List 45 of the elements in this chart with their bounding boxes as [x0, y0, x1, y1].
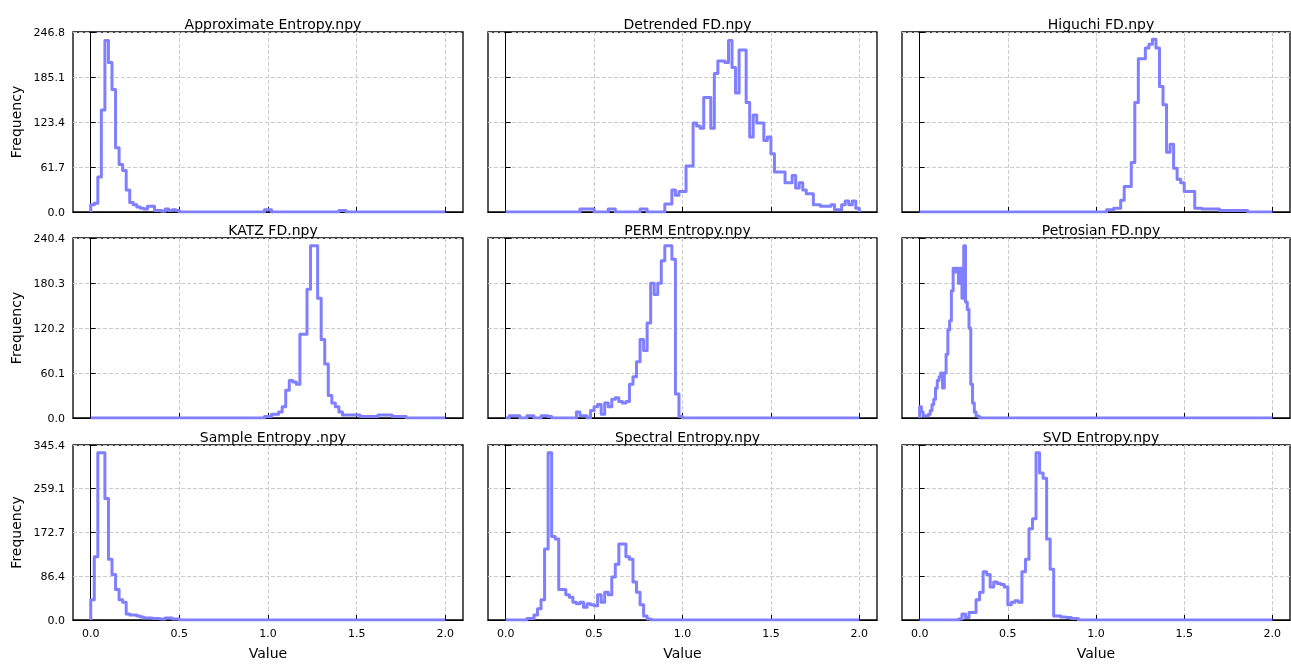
chart-title: Higuchi FD.npy: [1047, 16, 1155, 32]
y-tick-label: 246.8: [33, 25, 65, 39]
y-tick-label: 240.4: [33, 231, 65, 245]
chart-title: Approximate Entropy.npy: [184, 16, 362, 32]
y-tick-label: 0.0: [47, 411, 65, 425]
chart-title: KATZ FD.npy: [228, 222, 318, 238]
chart-title: Petrosian FD.npy: [1041, 222, 1161, 238]
chart-title: Sample Entropy .npy: [199, 429, 347, 445]
y-tick-label: 120.2: [33, 321, 65, 335]
x-tick-label: 1.0: [673, 627, 692, 640]
chart-title: PERM Entropy.npy: [624, 222, 751, 238]
y-tick-label: 345.4: [33, 438, 65, 452]
y-tick-label: 123.4: [33, 115, 65, 129]
x-tick-label: 0.5: [170, 627, 189, 640]
y-axis-title: Frequency: [7, 496, 24, 569]
x-tick-label: 0.5: [999, 627, 1017, 640]
y-axis-title: Frequency: [7, 85, 24, 159]
x-tick-label: 0.0: [496, 627, 515, 640]
y-tick-label: 172.7: [33, 526, 65, 539]
x-tick-label: 2.0: [436, 627, 455, 640]
y-tick-label: 185.1: [33, 70, 65, 84]
x-axis-title: Value: [1076, 645, 1116, 661]
x-tick-label: 2.0: [1263, 627, 1282, 640]
x-tick-label: 1.5: [1175, 627, 1193, 640]
y-axis-title: Frequency: [7, 291, 24, 365]
x-axis-title: Value: [248, 645, 288, 661]
x-tick-label: 1.5: [762, 627, 780, 640]
chart-title: SVD Entropy.npy: [1042, 429, 1160, 445]
y-tick-label: 180.3: [33, 276, 65, 290]
x-tick-label: 1.0: [259, 627, 277, 640]
y-tick-label: 86.4: [40, 569, 65, 583]
y-tick-label: 0.0: [47, 613, 65, 627]
x-tick-label: 2.0: [850, 627, 869, 640]
chart-title: Detrended FD.npy: [623, 16, 752, 32]
y-tick-label: 61.7: [40, 160, 65, 174]
x-tick-label: 0.5: [585, 627, 603, 640]
x-axis-title: Value: [663, 645, 702, 661]
x-tick-label: 0.0: [81, 627, 100, 640]
y-tick-label: 60.1: [40, 366, 65, 380]
y-tick-label: 0.0: [47, 205, 65, 219]
x-tick-label: 0.0: [910, 627, 929, 640]
chart-title: Spectral Entropy.npy: [614, 429, 761, 445]
x-tick-label: 1.0: [1087, 627, 1105, 640]
y-tick-label: 259.1: [33, 482, 65, 496]
x-tick-label: 1.5: [347, 627, 366, 640]
